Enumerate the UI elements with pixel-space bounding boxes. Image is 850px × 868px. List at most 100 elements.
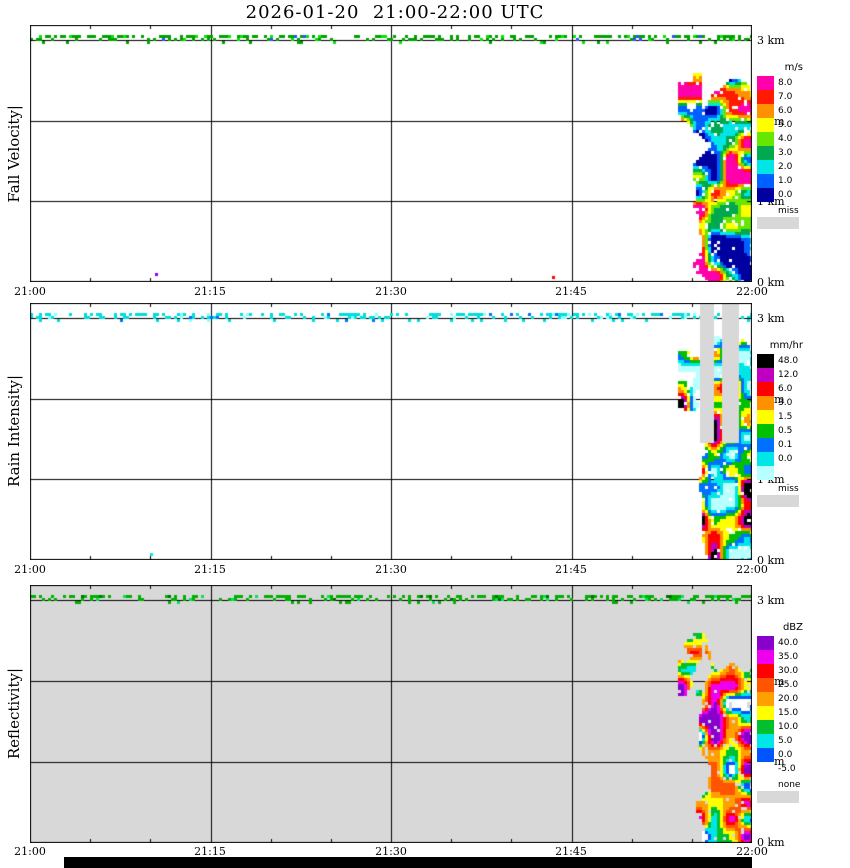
legend-label: 8.0: [778, 78, 793, 88]
legend-label: 30.0: [778, 666, 799, 676]
rain-intensity-heatmap: [30, 303, 752, 560]
height-tick-label: 0 km: [757, 554, 785, 567]
legend-label: 0.0: [778, 454, 793, 464]
height-tick-label: 1 km: [757, 473, 785, 486]
legend-label: 4.0: [778, 134, 793, 144]
time-tick-label: 21:00: [14, 285, 46, 298]
time-tick-label: 21:15: [194, 285, 226, 298]
legend-entry: 1.0: [757, 174, 803, 188]
legend-swatch: [757, 160, 774, 174]
legend-swatch: [757, 118, 774, 132]
legend-label: 35.0: [778, 652, 799, 662]
legend-entry: 8.0: [757, 76, 803, 90]
legend-entry: 15.0: [757, 706, 803, 720]
legend-label: 12.0: [778, 370, 799, 380]
height-tick-label: 2 km: [757, 115, 785, 128]
legend-label: 40.0: [778, 638, 799, 648]
fall-velocity-axis-label: Fall Velocity|: [5, 104, 23, 203]
legend-entry: 5.0: [757, 118, 803, 132]
legend-swatch: [757, 734, 774, 748]
legend-swatch: [757, 650, 774, 664]
legend-label: 25.0: [778, 680, 799, 690]
legend-label: 48.0: [778, 356, 799, 366]
legend-entry: 48.0: [757, 354, 803, 368]
legend-label: 1.0: [778, 176, 793, 186]
fall-velocity-axis: Fall Velocity|: [2, 25, 26, 282]
legend-label: 3.0: [778, 398, 793, 408]
height-tick-label: 0 km: [757, 836, 785, 849]
legend-entry: 7.0: [757, 90, 803, 104]
fall-velocity-legend: m/s 8.0 7.0 6.0 5.0 4.0 3.0 2.0 1.0 0.0 miss: [757, 62, 803, 229]
time-tick-label: 21:45: [555, 563, 587, 576]
legend-label: 0.0: [778, 750, 793, 760]
legend-label: 1.5: [778, 412, 793, 422]
height-tick-label: 3 km: [757, 594, 785, 607]
legend-special-swatch: [757, 217, 799, 229]
legend-entry: 5.0: [757, 734, 803, 748]
legend-unit-label: mm/hr: [769, 340, 803, 351]
legend-swatch: [757, 410, 774, 424]
legend-label: 0.1: [778, 440, 793, 450]
legend-entry: 10.0: [757, 720, 803, 734]
legend-swatch: [757, 762, 774, 776]
height-tick-label: 3 km: [757, 312, 785, 325]
legend-entry: [757, 466, 803, 480]
time-tick-label: 22:00: [736, 285, 768, 298]
legend-entry: 30.0: [757, 664, 803, 678]
legend-entry: 0.1: [757, 438, 803, 452]
legend-label: 5.0: [778, 736, 793, 746]
height-tick-label: 1 km: [757, 195, 785, 208]
legend-label: 3.0: [778, 148, 793, 158]
height-tick-label: 2 km: [757, 675, 785, 688]
legend-label: 0.5: [778, 426, 793, 436]
legend-entry: 3.0: [757, 146, 803, 160]
legend-swatch: [757, 188, 774, 202]
legend-entry: 40.0: [757, 636, 803, 650]
time-tick-label: 22:00: [736, 563, 768, 576]
legend-label: 15.0: [778, 708, 799, 718]
legend-swatch: [757, 438, 774, 452]
legend-label: 20.0: [778, 694, 799, 704]
legend-special-label: none: [778, 780, 801, 790]
legend-swatch: [757, 368, 774, 382]
legend-label: -5.0: [778, 764, 796, 774]
legend-entry: 0.5: [757, 424, 803, 438]
time-tick-label: 21:00: [14, 563, 46, 576]
legend-label: 0.0: [778, 190, 793, 200]
height-tick-label: 3 km: [757, 34, 785, 47]
legend-entry: 12.0: [757, 368, 803, 382]
figure-title: 2026-01-20 21:00-22:00 UTC: [245, 2, 545, 23]
legend-entry: 1.5: [757, 410, 803, 424]
reflectivity-axis: Reflectivity|: [2, 585, 26, 843]
rain-intensity-axis-label: Rain Intensity|: [5, 375, 23, 488]
legend-entry: 2.0: [757, 160, 803, 174]
legend-swatch: [757, 396, 774, 410]
legend-label: 7.0: [778, 92, 793, 102]
legend-special-swatch: [757, 495, 799, 507]
legend-entry: 35.0: [757, 650, 803, 664]
time-tick-label: 21:00: [14, 845, 46, 858]
legend-swatch: [757, 678, 774, 692]
fall-velocity-heatmap: [30, 25, 752, 282]
legend-entry: 0.0: [757, 748, 803, 762]
legend-swatch: [757, 146, 774, 160]
legend-label: 6.0: [778, 384, 793, 394]
legend-swatch: [757, 90, 774, 104]
legend-swatch: [757, 466, 774, 480]
legend-swatch: [757, 174, 774, 188]
legend-entry: 4.0: [757, 132, 803, 146]
legend-swatch: [757, 382, 774, 396]
bottom-black-bar: [64, 857, 752, 868]
legend-entry: 6.0: [757, 382, 803, 396]
reflectivity-axis-label: Reflectivity|: [5, 668, 23, 760]
legend-entry: 0.0: [757, 452, 803, 466]
height-tick-label: 2 km: [757, 393, 785, 406]
legend-swatch: [757, 692, 774, 706]
legend-entry: -5.0: [757, 762, 803, 776]
legend-special-label: miss: [778, 484, 799, 494]
legend-entry: 0.0: [757, 188, 803, 202]
legend-colorbar: 40.0 35.0 30.0 25.0 20.0 15.0 10.0 5.0 0.0 -5.0 no…: [757, 636, 803, 803]
legend-unit-label: dBZ: [782, 622, 803, 633]
